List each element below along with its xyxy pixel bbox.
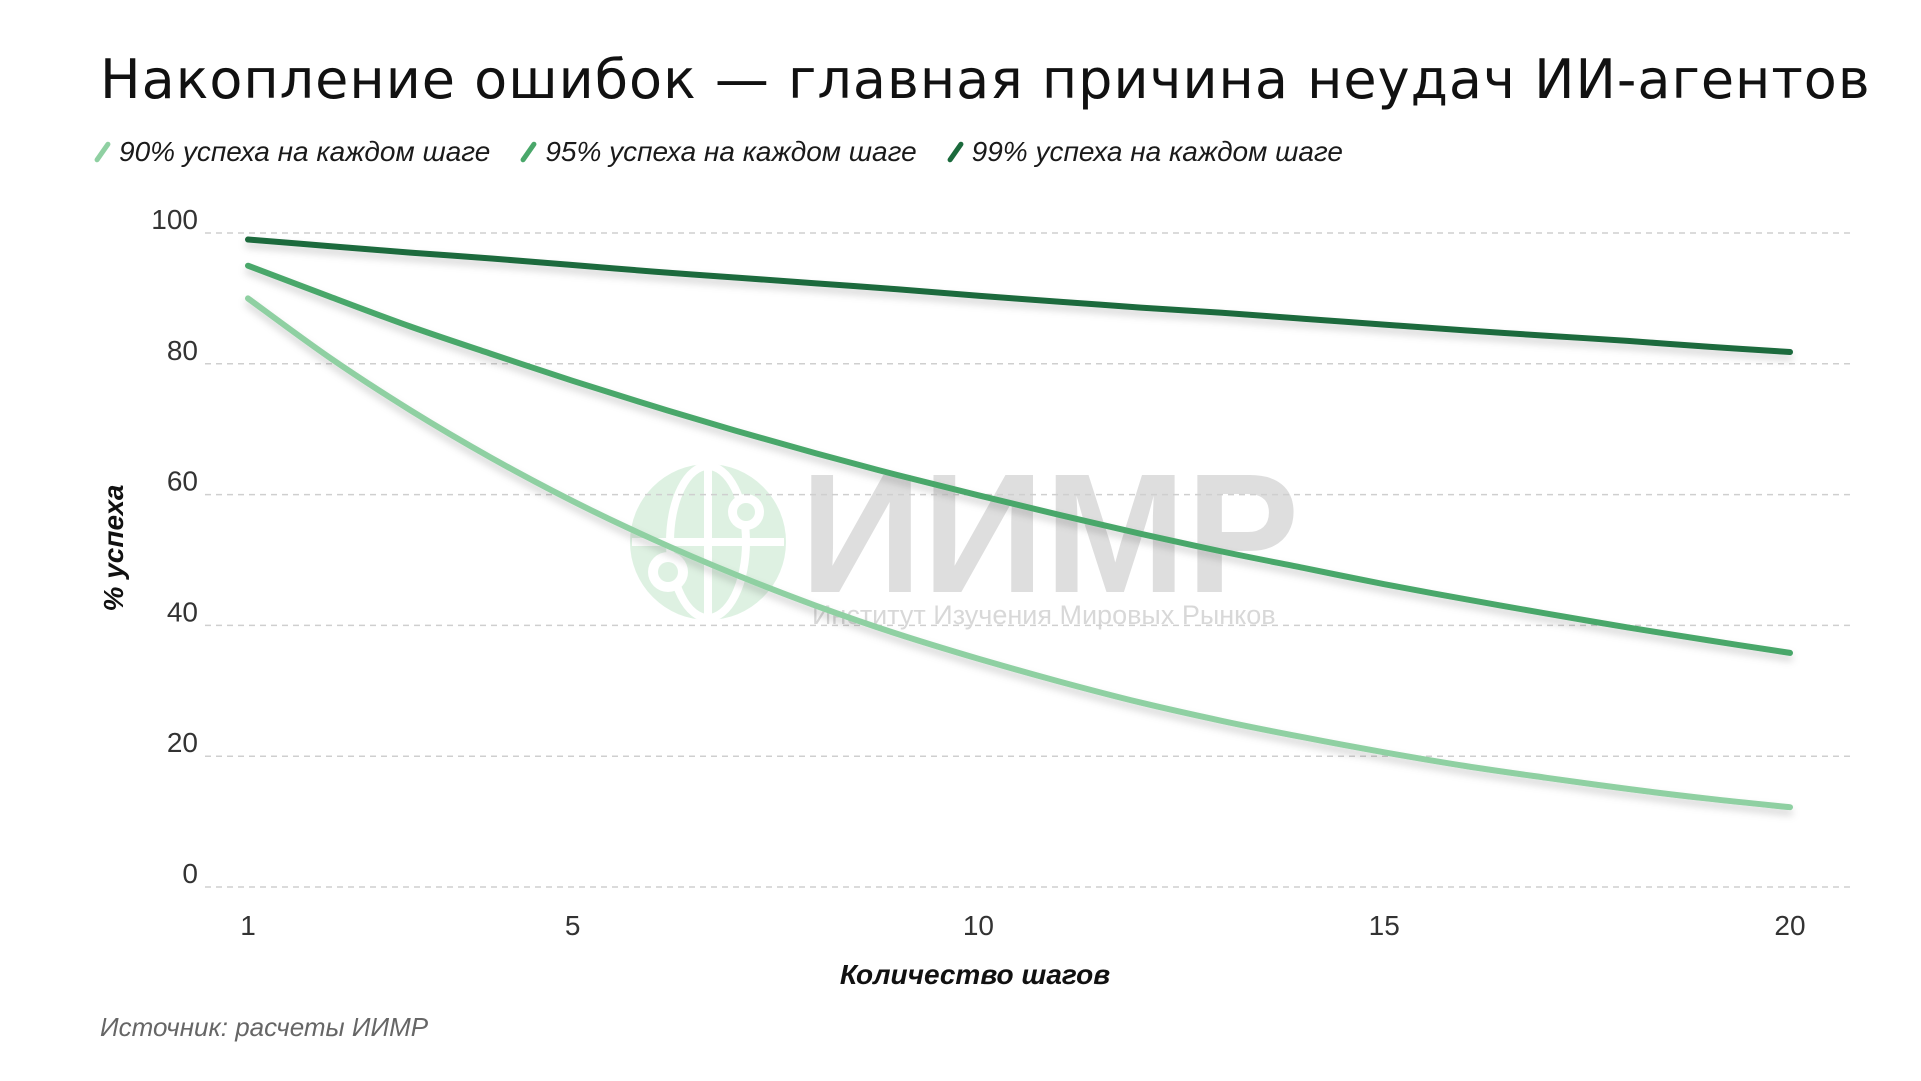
y-tick-label-40: 40 <box>167 596 198 627</box>
series-line-90 <box>245 295 1793 811</box>
y-tick-label-80: 80 <box>167 335 198 366</box>
y-tick-label-100: 100 <box>151 204 198 235</box>
x-axis-ticks: 1 5 10 15 20 <box>240 910 1805 941</box>
chart-legend: 90% успеха на каждом шаге 95% успеха на … <box>93 136 1343 168</box>
chart-title: Накопление ошибок — главная причина неуд… <box>100 48 1871 111</box>
y-axis-label: % успеха <box>98 485 129 612</box>
series-lines <box>245 236 1793 811</box>
y-tick-label-0: 0 <box>182 858 198 889</box>
legend-item-95: 95% успеха на каждом шаге <box>519 136 917 168</box>
series-line-95 <box>245 262 1793 656</box>
source-note: Источник: расчеты ИИМР <box>100 1012 429 1042</box>
y-tick-label-60: 60 <box>167 466 198 497</box>
legend-label-99: 99% успеха на каждом шаге <box>971 136 1343 167</box>
x-tick-label-15: 15 <box>1369 910 1400 941</box>
x-tick-label-5: 5 <box>565 910 581 941</box>
legend-label-95: 95% успеха на каждом шаге <box>545 136 917 167</box>
series-line-99 <box>245 236 1793 355</box>
legend-item-90: 90% успеха на каждом шаге <box>93 136 491 168</box>
legend-label-90: 90% успеха на каждом шаге <box>119 136 491 167</box>
watermark: ИИМР Институт Изучения Мировых Рынков <box>630 439 1299 630</box>
y-axis-ticks: 0 20 40 60 80 100 <box>151 204 198 889</box>
x-tick-label-10: 10 <box>963 910 994 941</box>
y-tick-label-20: 20 <box>167 727 198 758</box>
legend-item-99: 99% успеха на каждом шаге <box>946 136 1343 168</box>
x-tick-label-1: 1 <box>240 910 256 941</box>
x-tick-label-20: 20 <box>1774 910 1805 941</box>
x-axis-label: Количество шагов <box>840 959 1110 990</box>
